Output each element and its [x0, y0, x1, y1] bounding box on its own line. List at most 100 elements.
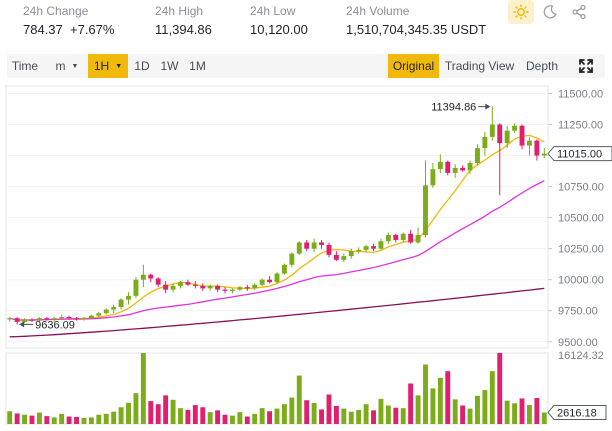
volume-bar [178, 408, 183, 424]
candle-body [29, 319, 35, 321]
candle-body [430, 169, 436, 186]
moon-icon [543, 5, 557, 19]
volume-bar [163, 395, 169, 424]
fullscreen-button[interactable] [573, 54, 599, 78]
candle-body [504, 130, 510, 144]
volume-bar [341, 408, 347, 424]
price-chart[interactable]: 11500.0011250.0011000.0010750.0010500.00… [0, 80, 612, 431]
volume-bar [512, 403, 518, 424]
candle-body [304, 242, 310, 249]
share-button[interactable] [566, 0, 592, 24]
candle-body [36, 318, 42, 321]
volume-bar [415, 395, 421, 424]
candle-body [222, 289, 228, 291]
dark-theme-button[interactable] [537, 0, 563, 24]
candlesticks [7, 106, 547, 325]
candle-body [437, 161, 443, 170]
volume-bar [29, 415, 35, 424]
volume-bar [437, 377, 443, 424]
candle-body [415, 235, 421, 243]
volume-bar [393, 407, 399, 424]
view-original-button[interactable]: Original [388, 54, 439, 78]
interval-time-button[interactable]: Time [11, 59, 39, 73]
candle-body [541, 153, 547, 156]
volume-bar [44, 416, 50, 424]
candle-body [7, 318, 13, 320]
volume-bar [244, 416, 250, 424]
candle-body [378, 241, 384, 249]
stat-label: 24h Volume [346, 4, 410, 18]
view-depth-button[interactable]: Depth [525, 59, 559, 73]
price-tick-label: 10750.00 [558, 182, 604, 194]
candle-body [489, 124, 495, 137]
volume-bar [259, 408, 265, 424]
volume-bar [333, 405, 339, 424]
candle-body [467, 162, 473, 171]
volume-bar [460, 405, 466, 424]
interval-1w-button[interactable]: 1W [160, 59, 179, 73]
candle-body [519, 125, 525, 146]
candle-body [475, 148, 480, 163]
last-volume-label: 2616.18 [557, 407, 597, 419]
interval-hour-dropdown[interactable]: 1H ▼ [88, 54, 128, 78]
volume-bar [534, 398, 540, 424]
candle-body [512, 125, 518, 131]
volume-bar [541, 412, 547, 424]
light-theme-button[interactable] [508, 0, 534, 24]
interval-minute-dropdown[interactable]: m ▼ [46, 54, 88, 78]
volume-axis: 16124.32 [558, 350, 604, 362]
stat-value: 1,510,704,345.35 USDT [346, 22, 487, 37]
volume-bar [81, 417, 87, 424]
caret-down-icon: ▼ [115, 62, 123, 70]
volume-max-label: 16124.32 [558, 350, 604, 362]
candle-body [155, 278, 161, 285]
candle-body [252, 284, 258, 289]
candle-body [296, 242, 302, 254]
volume-bar [526, 405, 532, 424]
candle-body [118, 299, 124, 308]
volume-bar [111, 411, 117, 424]
stat-label: 24h Change [23, 4, 89, 18]
volume-bar [423, 364, 428, 424]
candle-body [163, 284, 169, 290]
volume-bar [126, 402, 131, 424]
candle-body [14, 318, 20, 322]
candle-body [111, 307, 117, 310]
candle-body [534, 140, 540, 156]
volume-bar [408, 383, 414, 424]
interval-1d-button[interactable]: 1D [134, 59, 150, 73]
candle-body [274, 273, 280, 283]
volume-bar [385, 405, 391, 424]
moving-average-lines [9, 134, 545, 338]
volume-bar [504, 400, 510, 424]
volume-bar [348, 411, 354, 424]
interval-1m-button[interactable]: 1M [189, 59, 206, 73]
volume-bar [118, 407, 124, 424]
candle-body [96, 313, 102, 316]
stat-24h-volume: 24h Volume 1,510,704,345.35 USDT [346, 4, 486, 37]
stat-label: 24h High [155, 4, 204, 18]
volume-bar [230, 415, 235, 424]
volume-bar [133, 393, 139, 424]
volume-bar [88, 417, 94, 424]
share-icon [572, 4, 586, 20]
price-markers: 11394.86 9636.09 11015.00 2616.18 [19, 102, 612, 420]
volume-bar [140, 353, 146, 424]
volume-bar [304, 400, 310, 424]
view-trading-view-button[interactable]: Trading View [444, 59, 515, 73]
volume-bar [51, 417, 57, 424]
low-marker-label: 9636.09 [35, 319, 75, 331]
volume-bar [267, 411, 273, 424]
volume-bar [430, 388, 436, 424]
minute-label: m [55, 59, 66, 73]
chart-grid [5, 85, 549, 425]
candle-body [103, 309, 109, 314]
price-tick-label: 11500.00 [558, 88, 603, 100]
volume-bar [319, 409, 324, 424]
volume-bar [378, 398, 384, 424]
price-tick-label: 11250.00 [558, 119, 603, 131]
stat-label: 24h Low [250, 4, 296, 18]
volume-bar [170, 399, 176, 424]
candle-body [400, 233, 406, 240]
candle-body [126, 295, 131, 300]
